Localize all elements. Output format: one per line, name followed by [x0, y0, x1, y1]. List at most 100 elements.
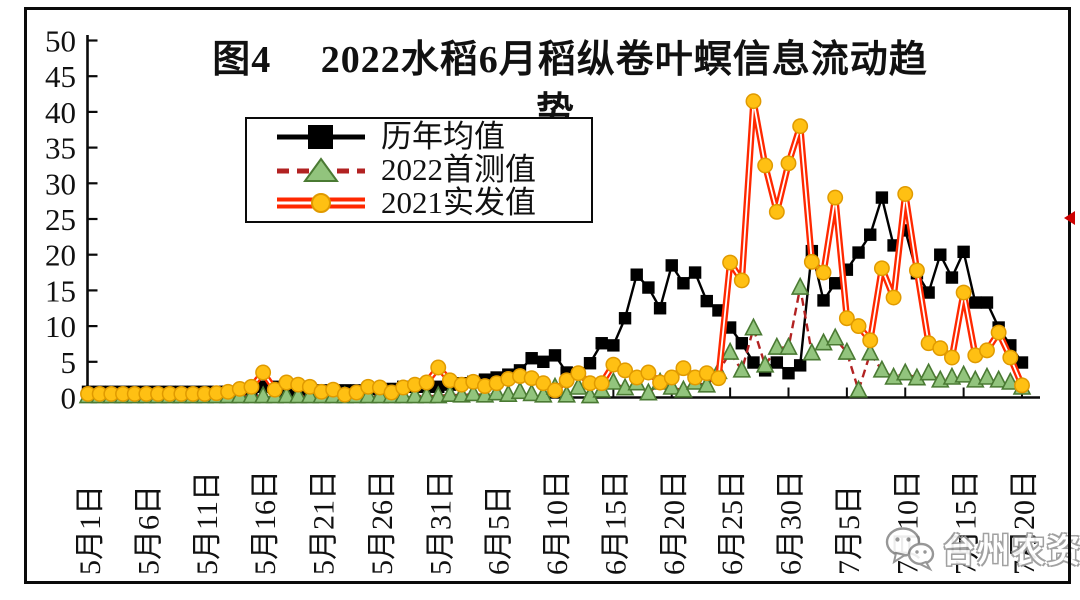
marker-square [607, 339, 620, 352]
marker-square [945, 271, 959, 284]
legend-label-avg: 历年均值 [381, 119, 505, 155]
marker-triangle [779, 336, 798, 355]
legend-item-2022: 2022首测值 [275, 154, 591, 186]
y-tick-label: 20 [45, 238, 76, 273]
marker-square [525, 352, 538, 365]
marker-circle [1014, 377, 1030, 394]
x-tick-label: 6月25日 [716, 470, 749, 575]
marker-triangle [802, 342, 822, 361]
marker-triangle [300, 385, 320, 404]
marker-triangle [569, 376, 588, 395]
marker-triangle [639, 382, 658, 401]
marker-triangle [732, 359, 752, 378]
x-tick-label: 5月21日 [308, 470, 341, 575]
marker-circle [547, 382, 563, 399]
marker-square [583, 357, 597, 370]
marker-square [829, 277, 842, 290]
marker-square [864, 228, 877, 241]
marker-square [630, 268, 643, 281]
marker-circle [733, 272, 750, 289]
marker-square [618, 312, 632, 325]
x-tick-label: 5月11日 [191, 471, 224, 575]
marker-triangle [977, 366, 997, 385]
y-tick-label: 0 [61, 381, 77, 416]
marker-square [969, 296, 982, 309]
marker-square [782, 367, 795, 380]
marker-circle [675, 360, 692, 377]
marker-triangle [405, 385, 425, 404]
marker-square [934, 248, 947, 261]
x-tick-label: 7月15日 [950, 470, 983, 575]
marker-square [793, 359, 807, 372]
x-tick-label: 5月31日 [424, 470, 457, 575]
marker-triangle [452, 384, 471, 403]
x-tick-label: 5月26日 [366, 470, 399, 575]
marker-triangle [615, 377, 635, 396]
legend-label-2021: 2021实发值 [381, 184, 536, 220]
marker-triangle [487, 382, 506, 401]
marker-triangle [919, 362, 938, 381]
marker-square [688, 266, 702, 279]
marker-circle [1002, 349, 1019, 366]
y-tick-label: 15 [45, 273, 76, 308]
marker-triangle [907, 367, 927, 386]
marker-square [537, 355, 550, 368]
marker-triangle [989, 369, 1008, 388]
marker-square [957, 245, 970, 259]
marker-triangle [417, 385, 436, 404]
x-tick-label: 6月15日 [599, 470, 632, 575]
marker-triangle [814, 332, 833, 351]
marker-triangle [440, 383, 460, 402]
y-tick-label: 45 [45, 59, 76, 94]
marker-triangle [895, 362, 915, 381]
marker-triangle [288, 385, 308, 404]
marker-circle [944, 349, 960, 366]
marker-circle [885, 289, 902, 306]
legend-item-2021: 2021实发值 [275, 187, 591, 219]
marker-square [770, 356, 784, 369]
marker-square [1015, 356, 1029, 369]
marker-circle [873, 260, 890, 277]
marker-square [712, 304, 725, 317]
marker-square [665, 259, 678, 272]
marker-triangle [242, 385, 261, 404]
marker-circle [255, 364, 272, 381]
y-tick-label: 35 [45, 131, 76, 166]
marker-circle [640, 364, 657, 381]
watermark: 台州农资 [884, 524, 1080, 572]
marker-square [852, 246, 865, 259]
first2022-series-marker-icon [277, 157, 365, 182]
marker-circle [827, 189, 844, 206]
marker-triangle [860, 342, 880, 361]
marker-circle [815, 264, 832, 281]
marker-circle [780, 155, 797, 172]
marker-triangle [837, 341, 857, 360]
marker-circle [838, 310, 855, 327]
marker-triangle [767, 336, 787, 355]
marker-square [735, 337, 748, 350]
legend: 历年均值 2022首测值 2021实发值 [245, 117, 593, 223]
marker-triangle [463, 383, 483, 402]
x-tick-label: 5月6日 [132, 485, 165, 575]
marker-square [922, 286, 935, 299]
marker-circle [593, 375, 610, 392]
actual2021-series-marker-icon [277, 192, 365, 213]
marker-circle [243, 378, 260, 395]
marker-triangle [790, 276, 810, 295]
legend-item-avg: 历年均值 [275, 121, 591, 153]
marker-square [700, 294, 713, 308]
marker-circle [663, 369, 680, 386]
marker-triangle [522, 383, 541, 402]
marker-circle [745, 93, 762, 110]
marker-circle [792, 118, 809, 135]
marker-circle [558, 372, 575, 389]
marker-circle [990, 324, 1007, 341]
marker-triangle [755, 354, 775, 373]
marker-circle [570, 365, 587, 382]
marker-triangle [825, 327, 845, 346]
marker-circle [710, 370, 727, 387]
watermark-text: 台州农资 [942, 534, 1080, 570]
marker-triangle [428, 385, 448, 404]
